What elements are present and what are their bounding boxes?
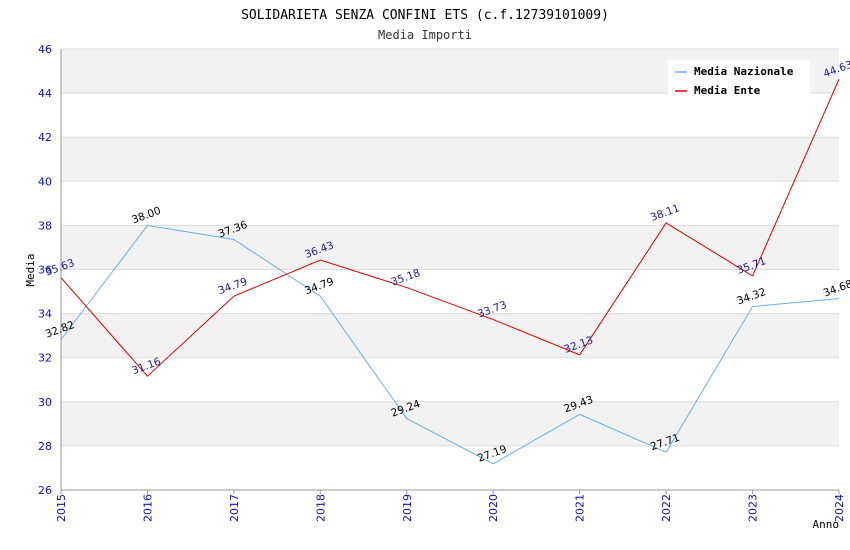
grid-band [61, 225, 839, 270]
x-tick-label: 2024 [833, 494, 846, 522]
series-lines [60, 79, 840, 465]
grid-band [61, 137, 839, 182]
grid-band [61, 93, 839, 138]
axes [60, 49, 840, 494]
grid-band [61, 181, 839, 226]
y-tick-label: 40 [38, 175, 52, 188]
grid-band [61, 401, 839, 446]
x-tick-label: 2016 [141, 494, 154, 522]
x-tick-label: 2017 [228, 494, 241, 522]
x-tick-label: 2015 [55, 494, 68, 522]
y-tick-label: 46 [38, 43, 52, 56]
y-tick-labels: 26 28 30 32 34 36 38 40 42 44 46 [38, 43, 52, 497]
grid-band [61, 445, 839, 490]
legend-label-ente: Media Ente [694, 84, 761, 97]
legend-label-nazionale: Media Nazionale [694, 65, 794, 78]
y-tick-label: 28 [38, 440, 52, 453]
grid-bands [61, 49, 839, 490]
y-tick-label: 34 [38, 308, 52, 321]
series-line-ente [60, 79, 840, 377]
y-tick-label: 36 [38, 264, 52, 277]
x-tick-label: 2020 [487, 494, 500, 522]
y-tick-label: 26 [38, 484, 52, 497]
grid-band [61, 357, 839, 402]
y-tick-label: 38 [38, 219, 52, 232]
series-line-nazionale [60, 224, 840, 465]
x-tick-label: 2021 [574, 494, 587, 522]
x-tick-label: 2018 [314, 494, 327, 522]
y-tick-label: 32 [38, 352, 52, 365]
y-tick-label: 30 [38, 396, 52, 409]
grid-band [61, 313, 839, 358]
y-tick-label: 42 [38, 131, 52, 144]
x-tick-label: 2022 [660, 494, 673, 522]
chart-title: SOLIDARIETA SENZA CONFINI ETS (c.f.12739… [241, 8, 609, 23]
legend-box [668, 60, 810, 96]
x-tick-label: 2023 [747, 494, 760, 522]
legend: Media Nazionale Media Ente [668, 60, 810, 97]
x-tick-labels: 2015 2016 2017 2018 2019 2020 2021 2022 2023 2024 [55, 494, 846, 522]
x-tick-label: 2019 [401, 494, 414, 522]
grid-band [61, 269, 839, 314]
y-tick-label: 44 [38, 87, 52, 100]
y-axis-label: Media [24, 253, 37, 286]
chart-subtitle: Media Importi [378, 28, 472, 42]
x-axis-label: Anno [813, 518, 840, 531]
